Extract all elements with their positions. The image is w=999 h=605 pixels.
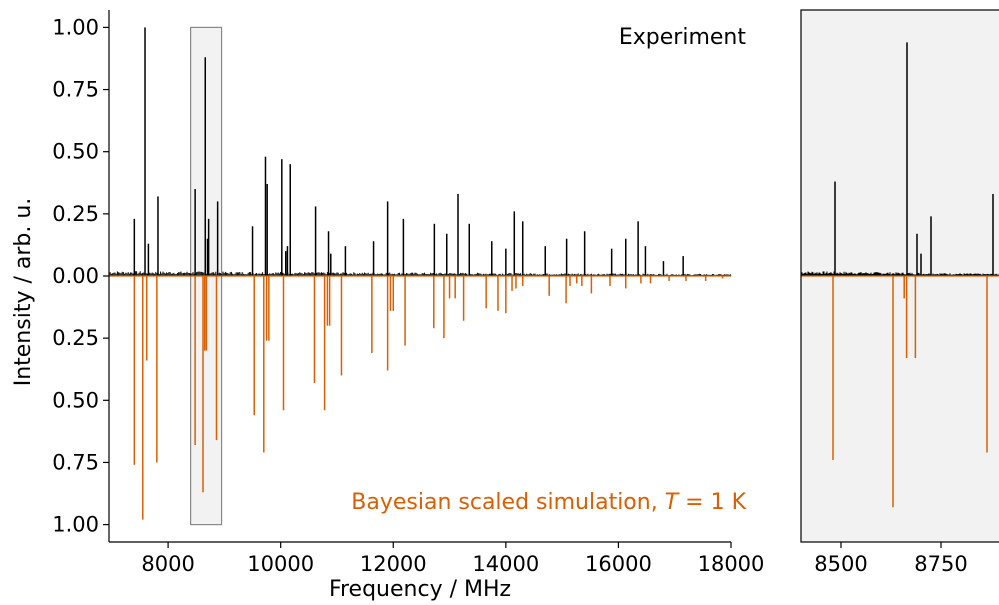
experiment-label: Experiment — [619, 25, 746, 50]
y-tick-label: 0.50 — [52, 388, 99, 412]
inset-x-ticks: 8500 8750 — [814, 542, 968, 576]
main-x-ticks: 8000 10000 12000 14000 16000 18000 — [141, 542, 764, 576]
inset-x-tick-label: 8500 — [814, 552, 867, 576]
y-tick-label: 1.00 — [52, 513, 99, 537]
inset-x-tick-label: 8750 — [914, 552, 967, 576]
inset-frame — [800, 9, 999, 543]
x-tick-label: 18000 — [698, 552, 765, 576]
y-tick-label: 0.50 — [52, 140, 99, 164]
x-tick-label: 14000 — [472, 552, 539, 576]
simulation-series — [133, 276, 724, 520]
simulation-label-suffix: = 1 K — [678, 490, 746, 515]
main-y-ticks: 1.00 0.75 0.50 0.25 0.00 0.25 0.50 0.75 1.00 — [52, 15, 109, 537]
y-axis-label: Intensity / arb. u. — [11, 198, 36, 387]
y-tick-label: 1.00 — [52, 15, 99, 39]
x-tick-label: 8000 — [141, 552, 194, 576]
inset-simulation-series — [832, 276, 988, 508]
simulation-label-prefix: Bayesian scaled simulation, — [351, 490, 664, 515]
y-tick-label: 0.75 — [52, 450, 99, 474]
x-tick-label: 12000 — [360, 552, 427, 576]
simulation-label-T: T — [665, 490, 680, 515]
experiment-series — [108, 27, 732, 276]
y-tick-label: 0.25 — [52, 202, 99, 226]
x-axis-label: Frequency / MHz — [329, 577, 511, 602]
y-tick-label: 0.00 — [52, 264, 99, 288]
x-tick-label: 10000 — [247, 552, 314, 576]
y-tick-label: 0.25 — [52, 326, 99, 350]
x-tick-label: 16000 — [585, 552, 652, 576]
inset-experiment-series — [800, 42, 999, 276]
main-panel: 1.00 0.75 0.50 0.25 0.00 0.25 0.50 0.75 1.00 800… — [11, 10, 764, 602]
y-tick-label: 0.75 — [52, 78, 99, 102]
simulation-label: Bayesian scaled simulation, T = 1 K — [351, 490, 746, 515]
inset-panel: 8500 8750 — [800, 9, 999, 576]
